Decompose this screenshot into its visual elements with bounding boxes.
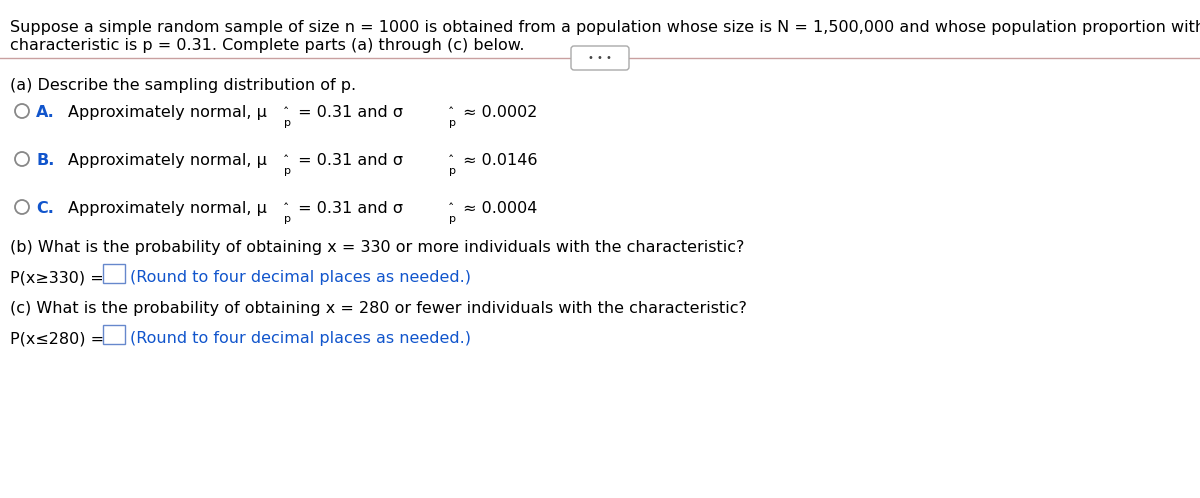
Text: (Round to four decimal places as needed.): (Round to four decimal places as needed.… [130, 331, 470, 346]
Text: Approximately normal, μ: Approximately normal, μ [68, 201, 266, 216]
FancyBboxPatch shape [103, 325, 125, 344]
Text: ≈ 0.0146: ≈ 0.0146 [458, 153, 538, 168]
Text: P(x≥330) =: P(x≥330) = [10, 270, 109, 285]
FancyBboxPatch shape [103, 264, 125, 283]
Text: ˆ: ˆ [448, 107, 455, 120]
Text: p: p [449, 214, 456, 224]
Text: ˆ: ˆ [283, 155, 289, 168]
Text: characteristic is p = 0.31. Complete parts (a) through (c) below.: characteristic is p = 0.31. Complete par… [10, 38, 524, 53]
Text: • • •: • • • [588, 53, 612, 63]
Text: C.: C. [36, 201, 54, 216]
Text: p: p [284, 118, 292, 128]
Text: p: p [449, 166, 456, 176]
Text: ˆ: ˆ [448, 203, 455, 216]
Text: (b) What is the probability of obtaining x = 330 or more individuals with the ch: (b) What is the probability of obtaining… [10, 240, 744, 255]
Text: A.: A. [36, 105, 55, 120]
FancyBboxPatch shape [571, 46, 629, 70]
Text: ˆ: ˆ [283, 107, 289, 120]
Text: Suppose a simple random sample of size n = 1000 is obtained from a population wh: Suppose a simple random sample of size n… [10, 20, 1200, 35]
Text: Approximately normal, μ: Approximately normal, μ [68, 153, 266, 168]
Text: ≈ 0.0002: ≈ 0.0002 [458, 105, 538, 120]
Text: p: p [284, 166, 292, 176]
Text: (a) Describe the sampling distribution of p.: (a) Describe the sampling distribution o… [10, 78, 356, 93]
Text: ˆ: ˆ [448, 155, 455, 168]
Text: (Round to four decimal places as needed.): (Round to four decimal places as needed.… [130, 270, 470, 285]
Text: ˆ: ˆ [283, 203, 289, 216]
Text: = 0.31 and σ: = 0.31 and σ [293, 153, 403, 168]
Text: P(x≤280) =: P(x≤280) = [10, 331, 109, 346]
Text: B.: B. [36, 153, 54, 168]
Text: p: p [449, 118, 456, 128]
Text: = 0.31 and σ: = 0.31 and σ [293, 201, 403, 216]
Text: p: p [284, 214, 292, 224]
Text: Approximately normal, μ: Approximately normal, μ [68, 105, 266, 120]
Text: = 0.31 and σ: = 0.31 and σ [293, 105, 403, 120]
Text: (c) What is the probability of obtaining x = 280 or fewer individuals with the c: (c) What is the probability of obtaining… [10, 301, 746, 316]
Text: ≈ 0.0004: ≈ 0.0004 [458, 201, 538, 216]
